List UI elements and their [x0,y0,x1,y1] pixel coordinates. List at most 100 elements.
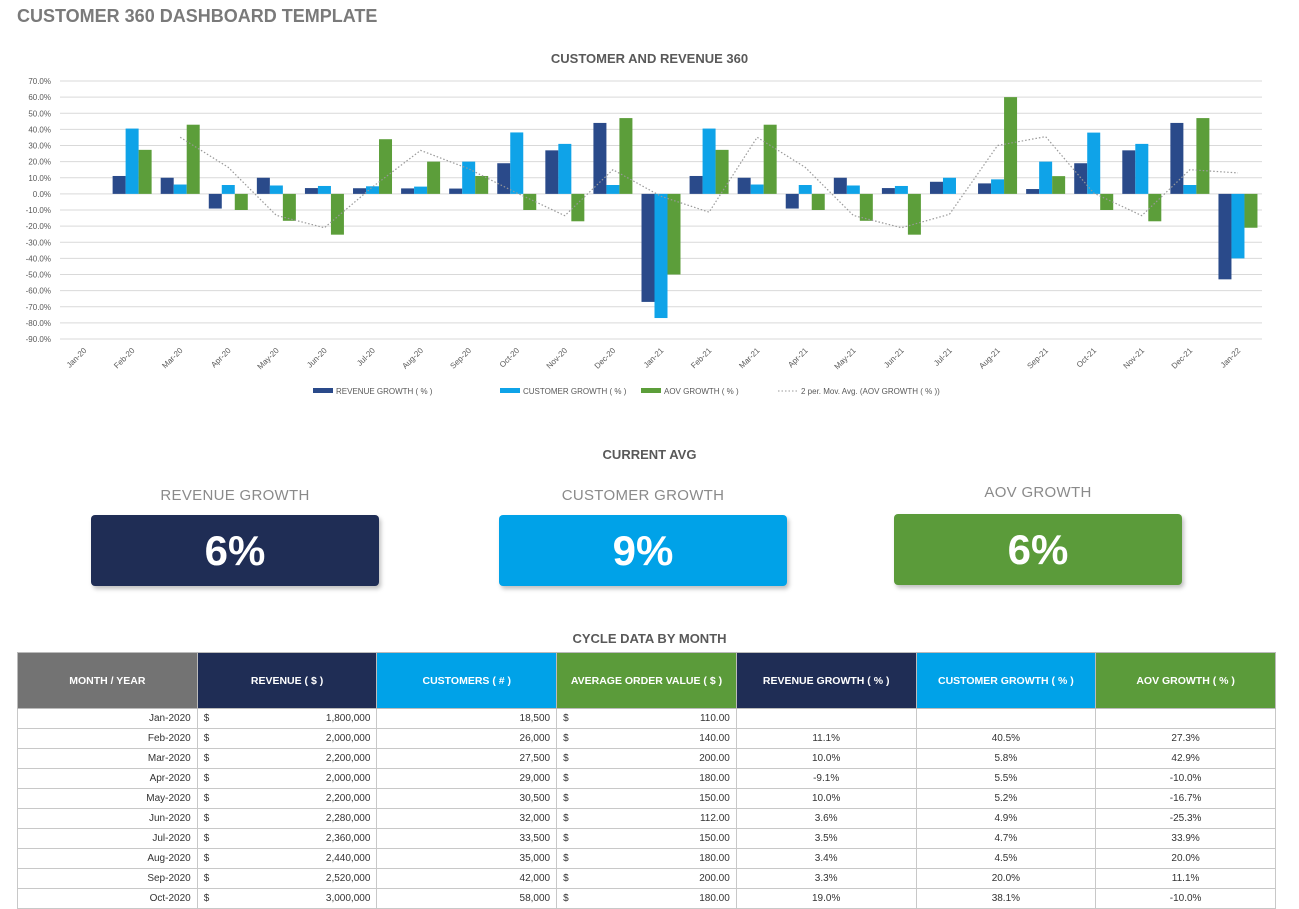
cell-value: 3,000,000 [325,893,371,904]
cell-value: -10.0% [1169,773,1202,784]
bar-revenue [641,193,655,302]
cell-value: 27,500 [519,753,551,764]
column-header[interactable]: CUSTOMERS ( # ) [376,652,558,709]
table-cell: $140.00 [556,728,737,749]
column-header[interactable]: AVERAGE ORDER VALUE ( $ ) [556,652,737,709]
legend-swatch [500,388,520,393]
legend-swatch [641,388,661,393]
page-title: CUSTOMER 360 DASHBOARD TEMPLATE [17,6,378,26]
bar-aov [1004,97,1018,194]
cell-value: 29,000 [519,773,551,784]
cell-value: 42,000 [519,873,551,884]
cell-value: Feb-2020 [147,733,191,744]
cycle-data-table: MONTH / YEAR REVENUE ( $ ) CUSTOMERS ( # )… [17,652,1276,909]
x-tick-label: Aug-21 [977,346,1002,371]
cell-value: 32,000 [519,813,551,824]
bar-aov [138,149,152,194]
bar-aov [763,124,777,194]
column-header[interactable]: CUSTOMER GROWTH ( % ) [915,652,1097,709]
y-tick-label: 50.0% [28,109,51,118]
table-cell: Mar-2020 [17,748,198,769]
x-tick-label: Oct-20 [498,346,522,370]
customer-growth-card: 9% [499,515,787,586]
bar-customer [798,185,812,194]
table-cell: -16.7% [1095,788,1276,809]
y-tick-label: -60.0% [26,287,51,296]
table-cell: 30,500 [376,788,558,809]
cell-value: 4.9% [994,813,1018,824]
bar-customer [269,185,283,194]
table-cell: $200.00 [556,748,737,769]
x-tick-label: Dec-21 [1170,346,1195,371]
column-header[interactable]: REVENUE GROWTH ( % ) [735,652,917,709]
currency-symbol: $ [563,893,569,904]
cell-value: 11.1% [1171,873,1200,884]
cell-value: Apr-2020 [149,773,191,784]
cell-value: 200.00 [699,873,730,884]
cell-value: -25.3% [1169,813,1202,824]
table-cell: 35,000 [376,848,558,869]
cell-value: 3.5% [814,833,838,844]
cell-value: 33,500 [519,833,551,844]
cell-value: 2,440,000 [325,853,371,864]
column-header[interactable]: MONTH / YEAR [17,652,198,709]
bar-revenue [208,193,222,209]
currency-symbol: $ [563,773,569,784]
cell-value: 40.5% [991,733,1021,744]
bar-revenue [785,193,799,209]
cell-value: 2,280,000 [325,813,371,824]
bar-customer [510,132,524,194]
x-tick-label: Aug-20 [400,346,425,371]
legend-label: AOV GROWTH ( % ) [664,387,739,396]
y-tick-label: -40.0% [26,254,51,263]
table-cell: 5.5% [915,768,1097,789]
table-cell: 29,000 [376,768,558,789]
cell-value: 35,000 [519,853,551,864]
bar-customer [942,177,956,194]
bar-revenue [929,181,943,194]
table-cell: 42.9% [1095,748,1276,769]
x-tick-label: Nov-20 [545,346,570,371]
cell-value: 3.4% [814,853,838,864]
currency-symbol: $ [563,813,569,824]
bar-revenue [833,177,847,194]
table-cell: $2,200,000 [196,788,378,809]
cell-value: 10.0% [811,793,841,804]
table-cell: $150.00 [556,788,737,809]
bar-aov [811,193,825,210]
y-tick-label: 40.0% [28,125,51,134]
table-cell: $2,280,000 [196,808,378,829]
cell-value: 26,000 [519,733,551,744]
table-cell: $2,440,000 [196,848,378,869]
table-cell: 40.5% [915,728,1097,749]
x-tick-label: Jun-20 [305,346,329,370]
table-cell: 32,000 [376,808,558,829]
table-cell: 20.0% [1095,848,1276,869]
y-tick-label: 0.0% [33,190,51,199]
bar-revenue [256,177,270,194]
x-tick-label: Apr-21 [786,346,810,370]
table-row: Jul-2020 $2,360,000 33,500 $150.00 3.5% 4.7% 3… [17,828,1276,849]
cell-value: 2,360,000 [325,833,371,844]
currency-symbol: $ [563,753,569,764]
x-tick-label: Feb-20 [112,346,137,371]
table-cell: 5.2% [915,788,1097,809]
table-cell: 33.9% [1095,828,1276,849]
column-header[interactable]: AOV GROWTH ( % ) [1095,652,1276,709]
column-header[interactable]: REVENUE ( $ ) [196,652,378,709]
legend-label: REVENUE GROWTH ( % ) [336,387,433,396]
cell-value: 4.7% [994,833,1018,844]
currency-symbol: $ [203,793,210,804]
bar-aov [379,139,393,194]
y-tick-label: 10.0% [28,174,51,183]
cell-value: Mar-2020 [147,753,191,764]
table-cell: $2,200,000 [196,748,378,769]
cell-value: 180.00 [699,853,730,864]
cell-value: 58,000 [519,893,551,904]
bar-aov [234,193,248,210]
cell-value: Oct-2020 [149,893,191,904]
bar-customer [894,185,908,194]
table-cell: 58,000 [376,888,558,909]
bar-revenue [978,183,992,194]
chart-title: CUSTOMER AND REVENUE 360 [550,51,749,66]
